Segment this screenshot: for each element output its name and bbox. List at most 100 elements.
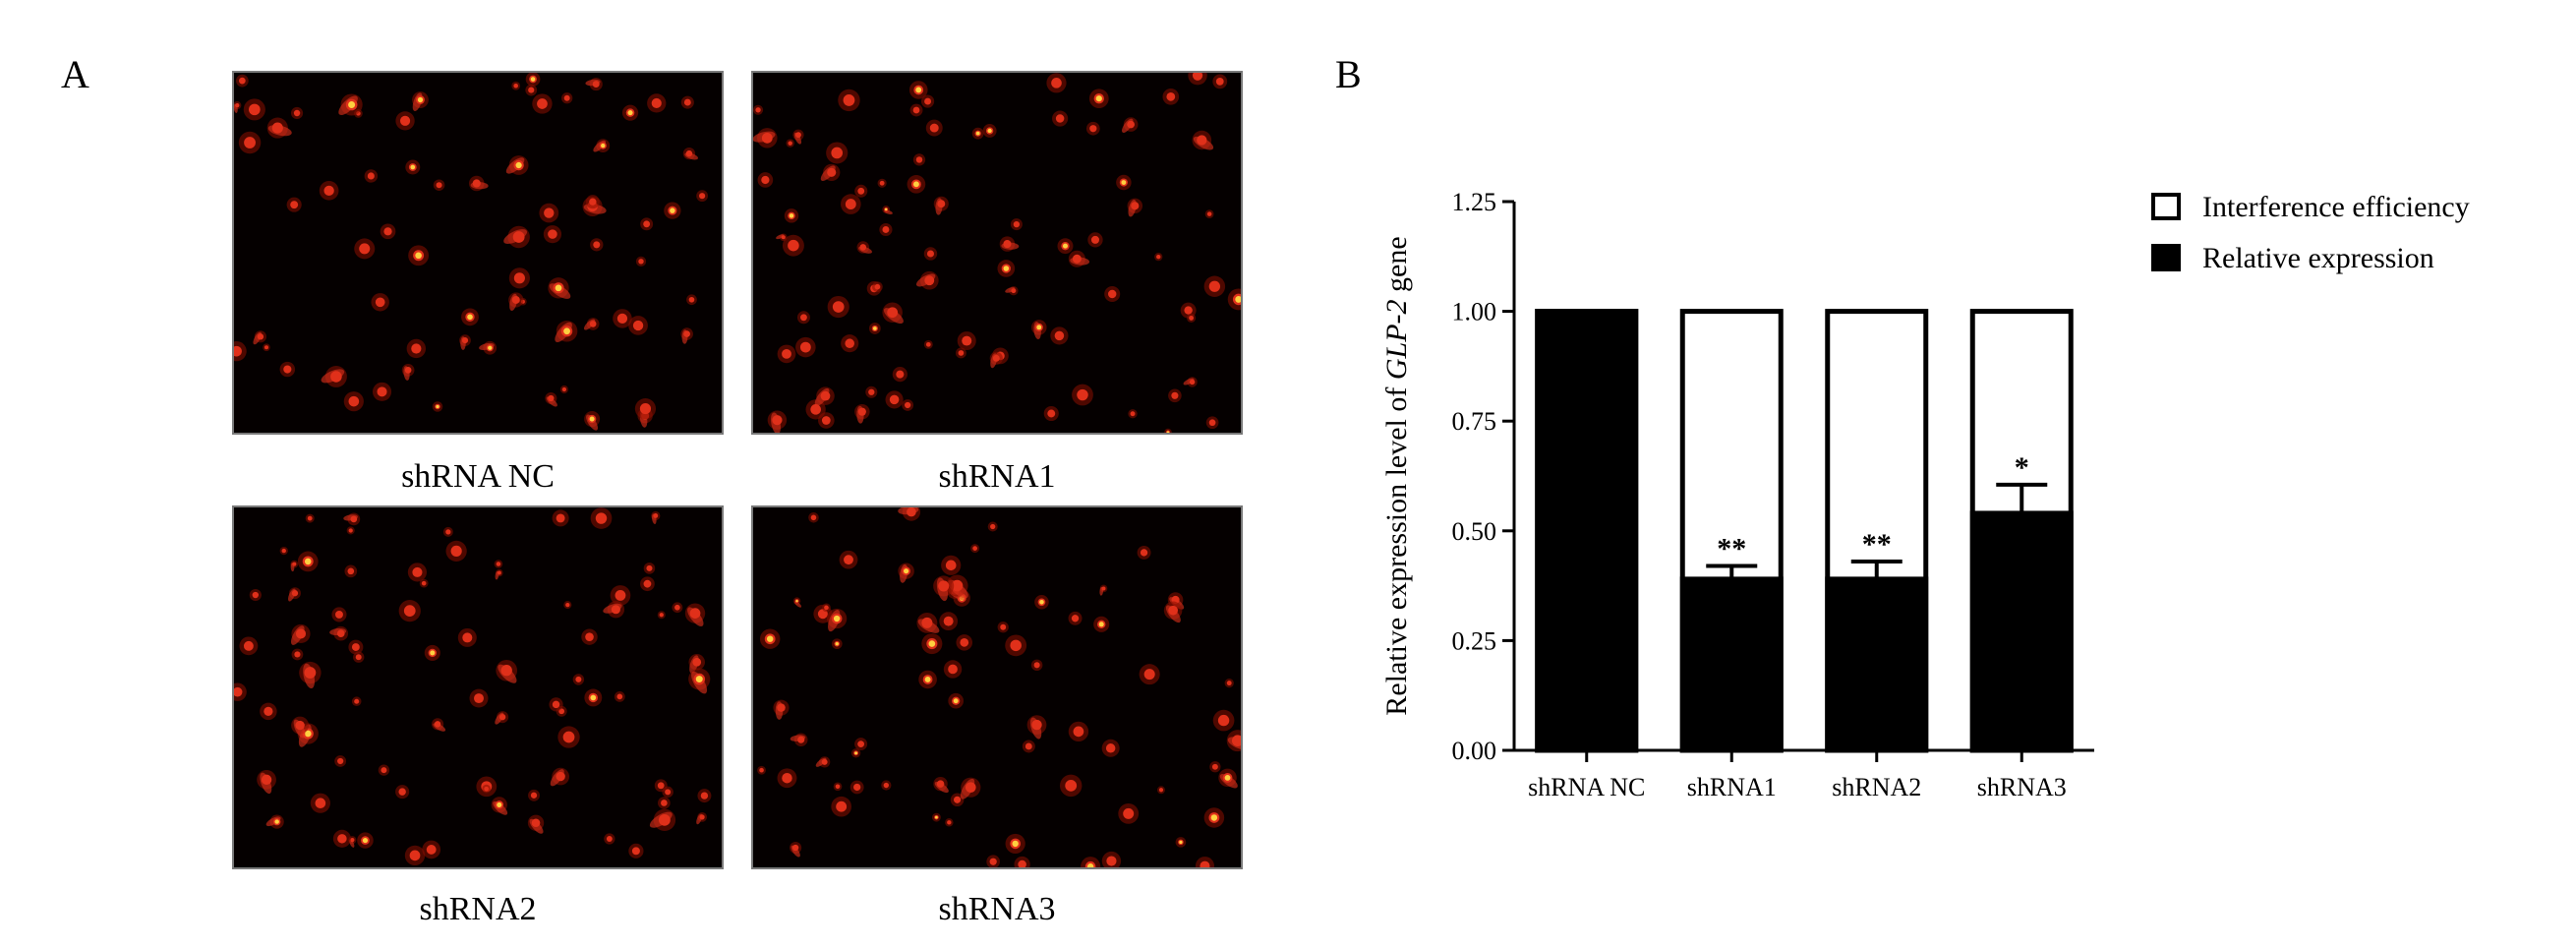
fluorescent-cell [1072,384,1093,406]
fluorescent-cell [1087,232,1103,248]
fluorescent-cell [572,674,585,685]
fluorescent-cell [1068,611,1083,625]
fluorescent-cell [432,718,446,732]
significance-marker: * [2015,451,2029,484]
fluorescent-cell [822,603,831,613]
fluorescent-cell [970,544,980,554]
fluorescent-cell [405,159,421,175]
fluorescent-cell [827,295,849,319]
fluorescent-cell [1137,546,1151,560]
fluorescent-cell [786,139,794,148]
fluorescent-cell [997,260,1016,277]
fluorescent-cell [892,367,907,383]
legend-label: Relative expression [2202,242,2434,274]
legend-item-interference-efficiency: Interference efficiency [2151,191,2470,223]
panel-label-b: B [1335,52,1362,96]
fluorescent-cell [784,208,799,223]
fluorescent-cell [696,811,708,825]
fluorescent-cell [321,366,347,387]
fluorescent-cell [346,526,355,535]
fluorescent-cell [1118,802,1140,824]
fluorescent-cell [305,513,315,523]
fluorescent-cell [495,711,509,725]
fluorescent-cell [841,334,859,353]
fluorescent-cell [1068,250,1090,267]
fluorescent-cell [424,644,440,661]
fluorescent-cell [1227,288,1241,311]
fluorescent-cell [288,587,301,602]
bar-relative-expression [1679,576,1784,753]
fluorescent-cell [234,101,242,113]
fluorescent-cell [343,512,361,526]
fluorescent-cell [419,578,429,588]
fluorescent-cell [759,628,781,649]
fluorescent-cell [792,129,804,145]
fluorescent-cell [550,767,570,787]
fluorescent-cell [898,563,914,583]
fluorescent-cell [777,768,797,789]
fluorescent-cell [921,633,943,655]
micrograph-shrna-nc [232,71,724,435]
fluorescent-cell [1085,121,1100,136]
fluorescent-cell [234,341,247,362]
fluorescent-cell [1127,198,1143,217]
fluorescent-cell [753,128,778,148]
fluorescent-cell [907,175,926,194]
micrograph-image [757,507,1241,867]
legend-item-relative-expression: Relative expression [2151,242,2434,274]
fluorescent-cell [960,777,981,800]
x-tick-label: shRNA3 [1977,773,2067,801]
fluorescent-cell [253,330,267,345]
fluorescent-cell [584,411,601,431]
fluorescent-cell [494,560,503,568]
fluorescent-cell [923,247,938,261]
fluorescent-cell [957,331,976,351]
fluorescent-cell [445,540,467,562]
bar-relative-expression [1825,576,1929,753]
fluorescent-cell [682,148,698,160]
fluorescent-cell [539,203,559,223]
legend-swatch [2151,193,2181,220]
fluorescent-cell [680,327,693,344]
fluorescent-cell [354,238,376,260]
fluorescent-cell [831,796,852,817]
fluorescent-cell [654,779,668,793]
fluorescent-cell [1068,721,1089,742]
fluorescent-cell [581,628,598,645]
fluorescent-cell [688,654,705,674]
fluorescent-cell [820,163,841,181]
fluorescent-cell [1022,740,1035,753]
fluorescent-cell [398,600,421,622]
fluorescent-cell [680,95,694,109]
fluorescent-cell [1081,857,1101,867]
fluorescent-cell [585,77,603,91]
fluorescent-cell [882,206,893,214]
fluorescent-cell [234,682,247,701]
fluorescent-cell [833,782,843,792]
fluorescent-cell [831,638,843,650]
fluorescent-cell [236,74,249,88]
fluorescent-cell [1204,209,1214,218]
fluorescent-cell [338,93,363,116]
fluorescent-cell [854,184,868,198]
fluorescent-cell [915,270,939,290]
fluorescent-cell [457,627,477,647]
fluorescent-cell [651,510,661,524]
fluorescent-cell [872,281,883,293]
fluorescent-cell [496,659,518,683]
fluorescent-cell [945,818,954,827]
fluorescent-cell [329,625,349,641]
fluorescent-cell [773,699,790,720]
micrograph-caption: shRNA3 [938,891,1056,927]
fluorescent-cell [310,793,330,813]
fluorescent-cell [459,334,471,350]
fluorescent-cell [442,526,453,537]
fluorescent-cell [257,770,276,795]
fluorescent-cell [640,576,655,592]
fluorescent-cell [1010,218,1023,231]
fluorescent-cell [351,696,362,707]
fluorescent-cell [1224,678,1234,688]
fluorescent-cell [503,225,530,249]
fluorescent-cell [290,106,304,120]
fluorescent-cell [1175,837,1187,848]
